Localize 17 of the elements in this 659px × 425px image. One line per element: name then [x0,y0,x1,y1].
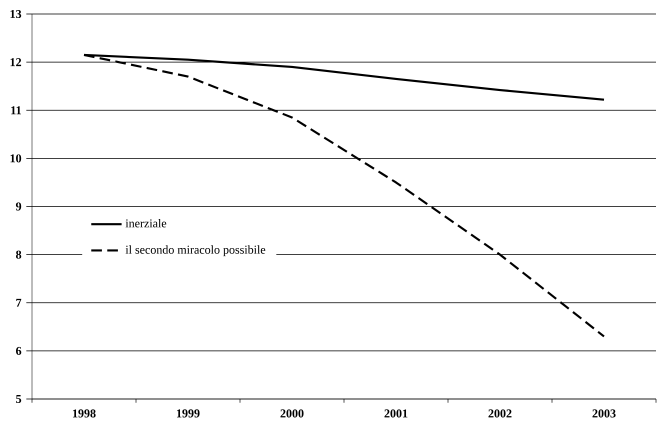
x-tick-label: 2000 [280,409,304,418]
y-tick-label: 11 [11,106,21,114]
y-tick-label: 9 [16,202,22,211]
y-tick-label: 5 [16,395,22,403]
x-tick-label: 1999 [176,409,200,418]
x-tick-label: 1998 [72,409,96,418]
legend-label: il secondo miracolo possibile [126,245,266,256]
y-tick-label: 10 [10,154,22,162]
y-tick-label: 12 [10,58,22,66]
x-tick-label: 2002 [488,409,512,418]
x-tick-label: 2001 [384,409,408,418]
y-tick-label: 6 [16,346,22,355]
y-tick-label: 8 [16,250,22,259]
legend-label: inerziale [126,218,166,228]
y-tick-label: 13 [10,10,22,18]
y-tick-label: 7 [16,298,22,307]
x-tick-label: 2003 [592,409,616,418]
